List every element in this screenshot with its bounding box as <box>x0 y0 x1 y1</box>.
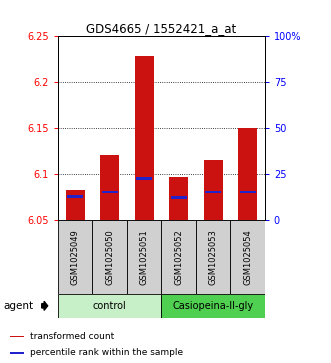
Bar <box>135 57 154 220</box>
Bar <box>10 335 24 337</box>
Title: GDS4665 / 1552421_a_at: GDS4665 / 1552421_a_at <box>86 22 236 35</box>
Bar <box>161 294 265 318</box>
Bar <box>58 294 162 318</box>
Text: GSM1025049: GSM1025049 <box>71 229 80 285</box>
Bar <box>161 220 196 294</box>
Bar <box>170 196 187 199</box>
Bar <box>100 155 119 220</box>
Bar <box>102 191 118 193</box>
Text: Casiopeina-II-gly: Casiopeina-II-gly <box>172 301 254 311</box>
Text: transformed count: transformed count <box>30 332 115 341</box>
Bar <box>58 220 92 294</box>
Bar <box>67 195 83 198</box>
Bar <box>205 191 221 193</box>
Bar <box>169 176 188 220</box>
Bar <box>66 190 85 220</box>
Bar <box>240 191 256 193</box>
Bar <box>230 220 265 294</box>
Text: GSM1025053: GSM1025053 <box>209 229 217 285</box>
Text: GSM1025054: GSM1025054 <box>243 229 252 285</box>
Bar <box>92 220 127 294</box>
Bar <box>196 220 230 294</box>
Bar <box>10 352 24 354</box>
Bar <box>238 128 257 220</box>
Text: GSM1025050: GSM1025050 <box>105 229 114 285</box>
Bar <box>127 220 161 294</box>
Bar <box>136 177 152 180</box>
Text: GSM1025052: GSM1025052 <box>174 229 183 285</box>
Text: agent: agent <box>3 301 33 311</box>
Bar <box>204 160 222 220</box>
Text: control: control <box>93 301 126 311</box>
Text: percentile rank within the sample: percentile rank within the sample <box>30 348 184 358</box>
Text: GSM1025051: GSM1025051 <box>140 229 149 285</box>
